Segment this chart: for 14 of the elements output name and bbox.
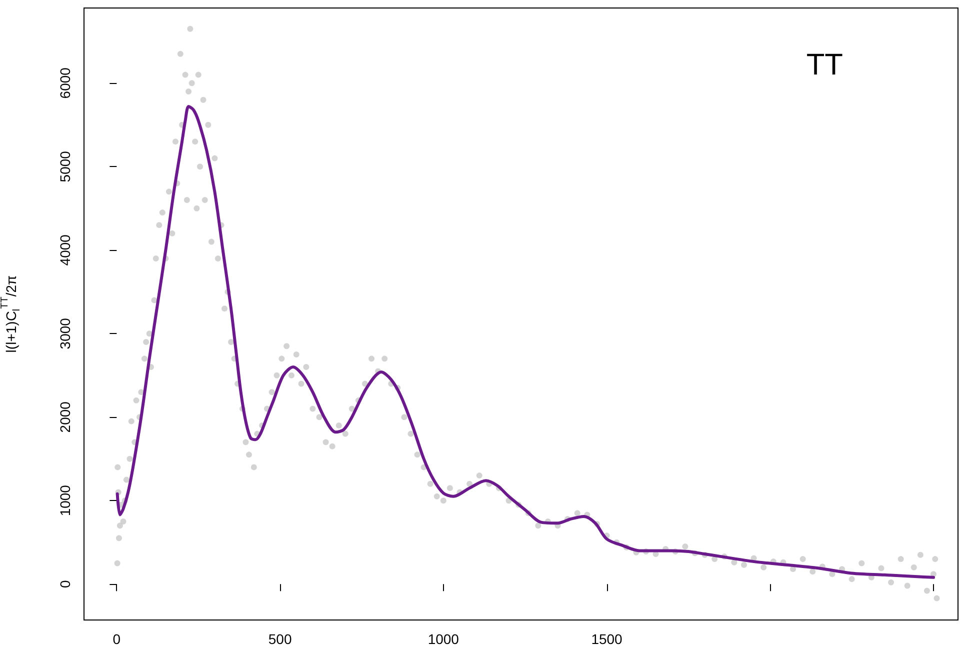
y-tick-label: 1000 — [57, 484, 73, 516]
x-tick-label: 1500 — [591, 631, 623, 647]
x-tick-label: 500 — [268, 631, 292, 647]
y-tick-label: 2000 — [57, 401, 73, 433]
y-axis-title: l(l+1)ClTT/2π — [0, 274, 22, 353]
y-tick-label: 6000 — [57, 67, 73, 99]
x-tick-label: 0 — [112, 631, 121, 647]
y-tick-label: 3000 — [57, 318, 73, 350]
annotation: TT — [806, 48, 844, 82]
line-series — [116, 105, 935, 579]
y-tick-label: 5000 — [57, 150, 73, 182]
y-tick-label: 4000 — [57, 234, 73, 266]
x-tick-label: 1000 — [428, 631, 460, 647]
y-tick-label: 0 — [57, 580, 73, 588]
